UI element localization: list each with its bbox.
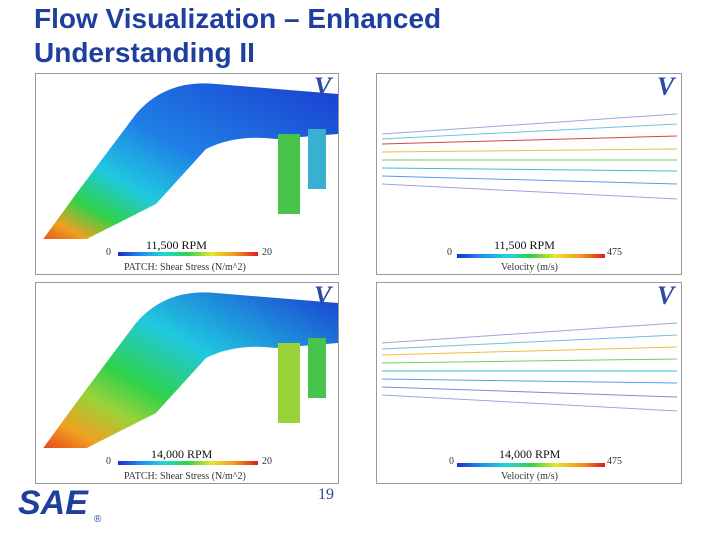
velocity-color-scale	[457, 463, 605, 467]
legend-title: PATCH: Shear Stress (N/m^2)	[124, 262, 246, 273]
shear-stress-panel-14000: V 14,000 RPM 0 20 PATCH: Shear Stress (N…	[35, 282, 339, 484]
sae-logo-icon: SAE ®	[18, 482, 108, 529]
vt-logo-icon: V	[657, 73, 675, 101]
legend-max: 475	[607, 456, 622, 467]
vt-logo-icon: V	[314, 73, 332, 101]
legend-min: 0	[449, 456, 454, 467]
shear-stress-image	[36, 292, 338, 483]
legend-min: 0	[106, 456, 111, 467]
vt-logo-icon: V	[657, 282, 675, 310]
rpm-label: 14,000 RPM	[499, 447, 561, 461]
slide-title: Flow Visualization – Enhanced Understand…	[34, 3, 442, 68]
legend-title: Velocity (m/s)	[501, 262, 558, 273]
legend-max: 475	[607, 247, 622, 258]
legend-max: 20	[262, 247, 272, 258]
rpm-label: 11,500 RPM	[146, 238, 207, 252]
legend-min: 0	[447, 247, 452, 258]
rpm-label: 14,000 RPM	[151, 447, 213, 461]
legend-min: 0	[106, 247, 111, 258]
page-number: 19	[318, 486, 334, 503]
legend-title: Velocity (m/s)	[501, 471, 558, 482]
svg-text:®: ®	[94, 514, 102, 524]
shear-stress-color-scale	[118, 461, 258, 465]
velocity-color-scale	[457, 254, 605, 258]
velocity-panel-14000: V 14,000 RPM 0 475 Velocity (m/s)	[376, 282, 682, 484]
shear-stress-color-scale	[118, 252, 258, 256]
vt-logo-icon: V	[314, 282, 332, 310]
rpm-label: 11,500 RPM	[494, 238, 555, 252]
legend-max: 20	[262, 456, 272, 467]
sae-logo-text: SAE	[18, 484, 89, 522]
velocity-vector-image	[381, 113, 678, 200]
velocity-panel-11500: V 11,500 RPM 0 475 Velocity (m/s)	[376, 73, 682, 275]
shear-stress-panel-11500: V 11,500 RPM 0 20 PATCH: Shear Stress (N…	[35, 73, 339, 275]
shear-stress-image	[36, 83, 338, 274]
legend-title: PATCH: Shear Stress (N/m^2)	[124, 471, 246, 482]
velocity-vector-image	[381, 322, 678, 412]
